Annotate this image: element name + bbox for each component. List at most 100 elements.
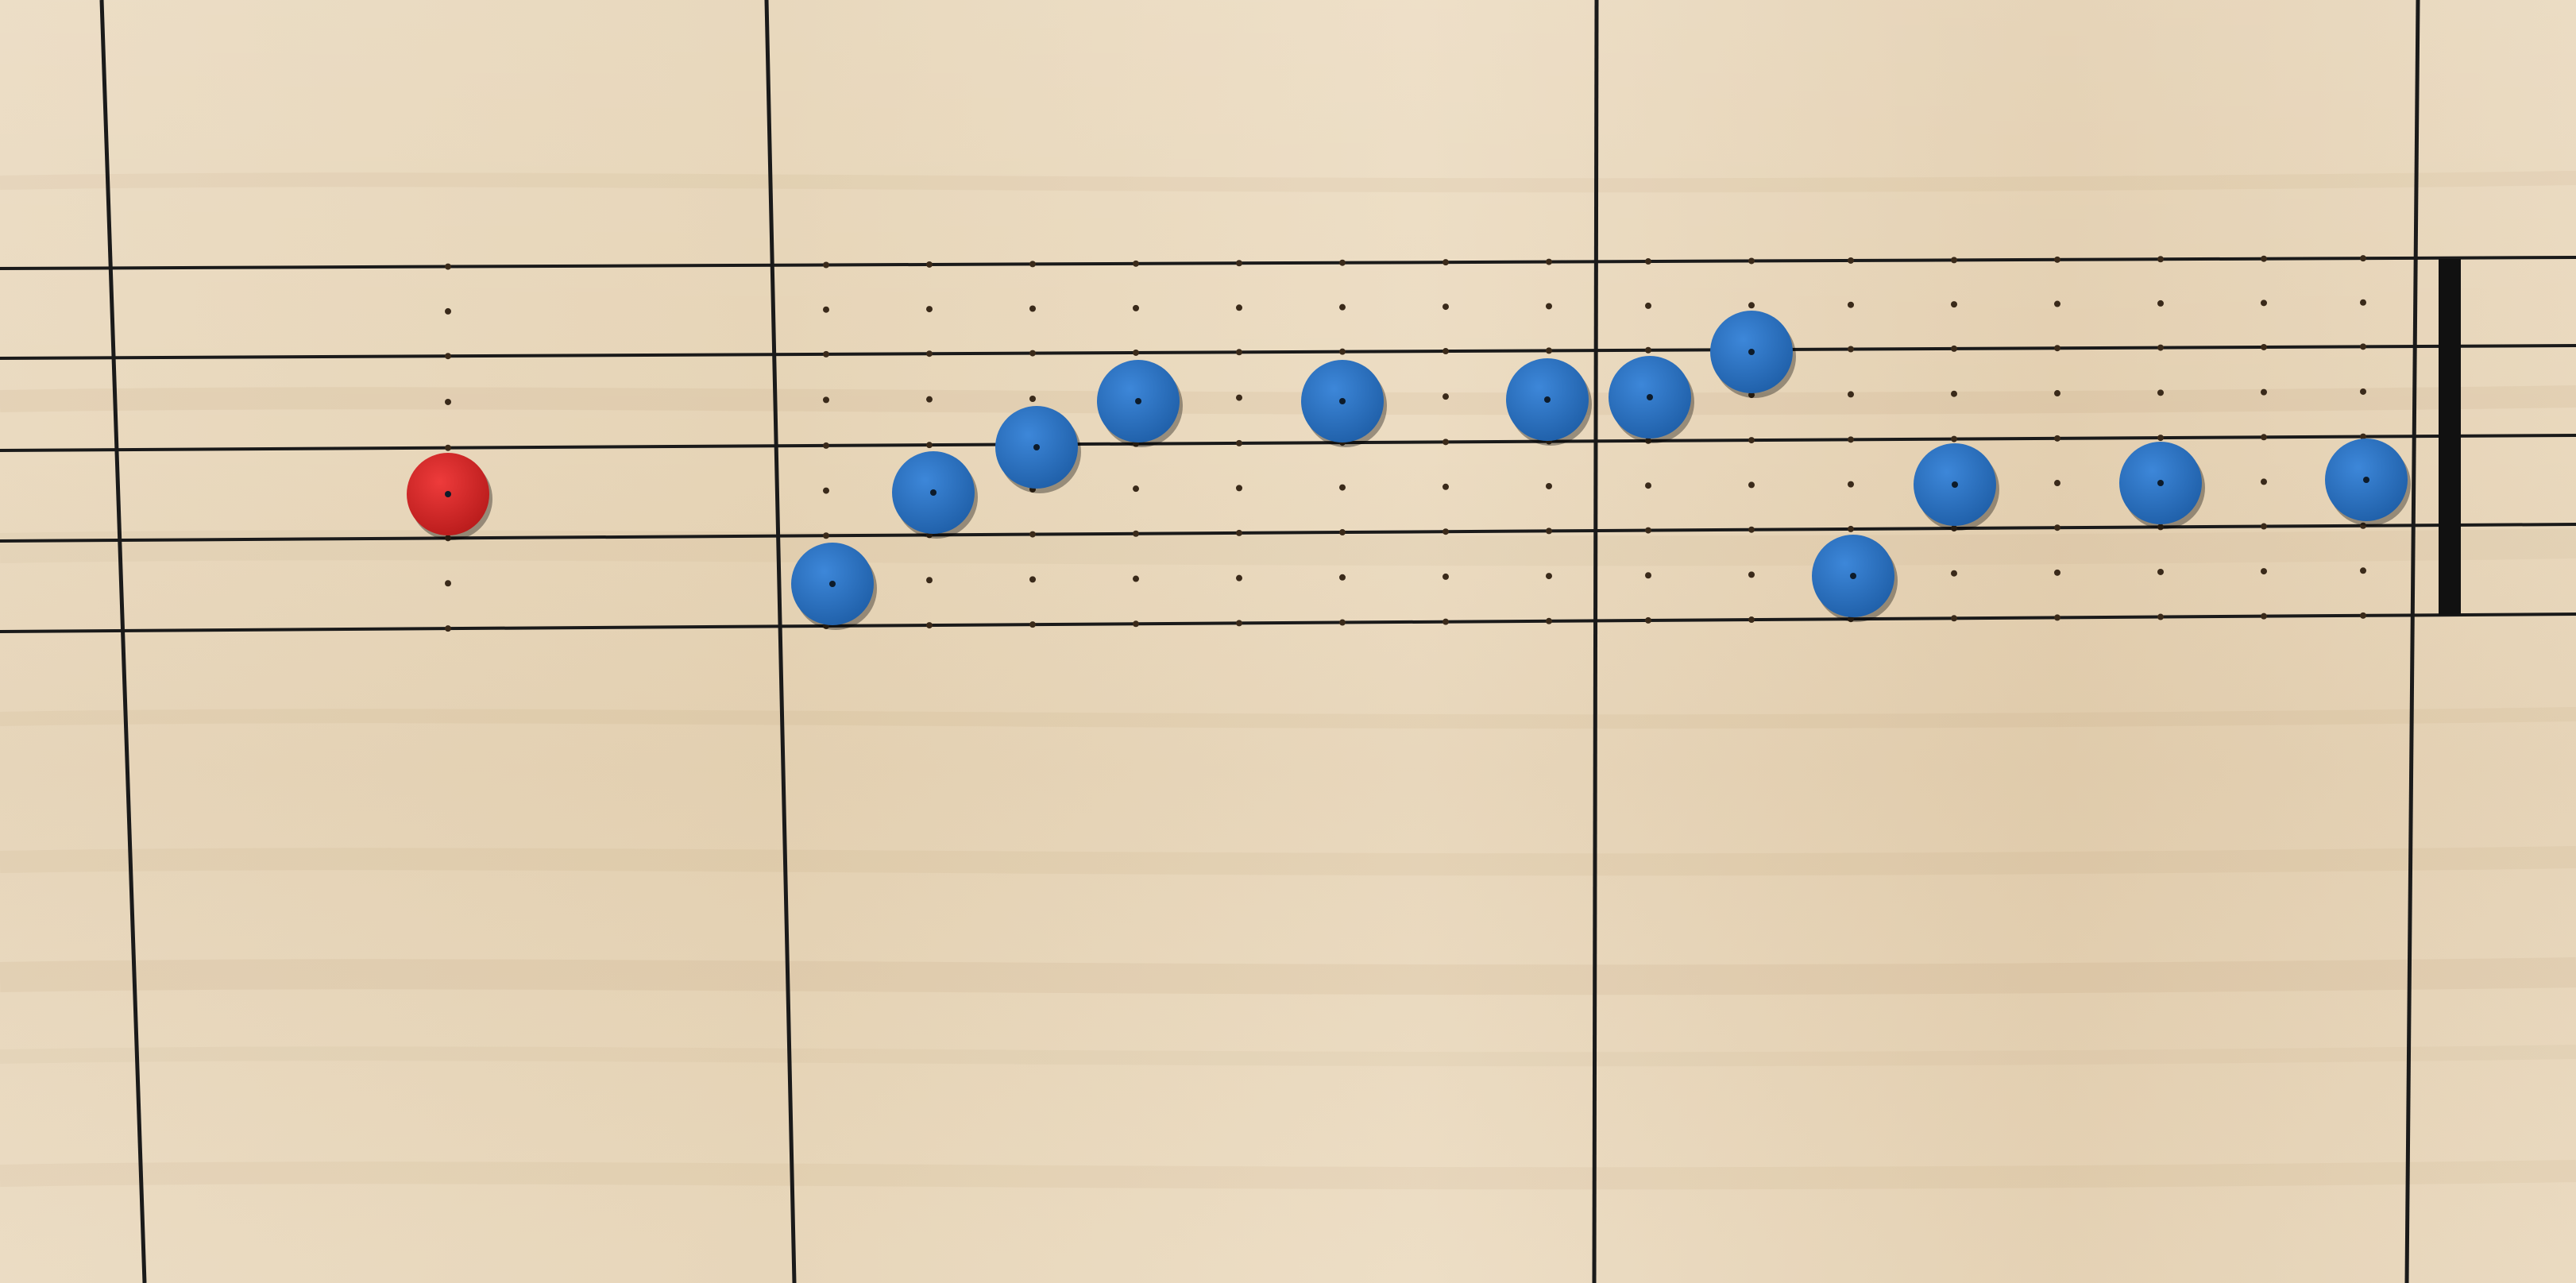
peg-hole: [1339, 529, 1346, 536]
peg-hole: [1133, 485, 1139, 493]
peg-hole: [1133, 304, 1139, 311]
peg-hole: [1951, 615, 1957, 622]
peg-hole: [1951, 345, 1957, 352]
peg-center-hole: [1544, 396, 1551, 403]
peg-hole: [2157, 256, 2164, 263]
peg-hole: [1339, 574, 1346, 581]
peg-hole: [2360, 299, 2366, 306]
blue-peg-8: [1710, 311, 1796, 398]
blue-peg-10: [1914, 443, 1999, 531]
peg-hole: [1029, 621, 1036, 628]
peg-hole: [2157, 568, 2164, 575]
peg-hole: [1951, 435, 1957, 442]
peg-hole: [1236, 394, 1242, 401]
peg-hole: [2157, 435, 2164, 442]
peg-hole: [1645, 346, 1651, 354]
peg-hole: [2054, 435, 2060, 442]
peg-hole: [823, 350, 829, 357]
bar-line-4: [2404, 0, 2420, 1283]
staff-line-1: [0, 256, 2576, 270]
peg-hole: [823, 306, 829, 313]
peg-hole: [2054, 300, 2060, 307]
peg-hole: [1748, 302, 1755, 309]
peg-hole: [1748, 616, 1755, 624]
peg-hole: [1848, 525, 1854, 532]
peg-center-hole: [2157, 480, 2164, 486]
peg-hole: [1339, 303, 1346, 311]
peg-hole: [445, 580, 451, 587]
blue-peg-7: [1609, 356, 1694, 443]
peg-hole: [823, 487, 829, 494]
peg-hole: [1236, 349, 1242, 356]
blue-peg-6: [1506, 358, 1592, 446]
peg-hole: [1645, 616, 1651, 624]
staff-line-3: [0, 434, 2576, 452]
peg-hole: [1848, 301, 1854, 308]
peg-hole: [1748, 571, 1755, 578]
peg-hole: [1442, 483, 1449, 490]
peg-hole: [2261, 388, 2267, 396]
peg-hole: [2360, 388, 2366, 395]
peg-hole: [1029, 576, 1036, 583]
peg-hole: [2054, 256, 2060, 263]
peg-hole: [1442, 259, 1449, 266]
peg-hole: [445, 625, 451, 632]
peg-hole: [445, 353, 451, 360]
peg-hole: [823, 261, 829, 269]
peg-hole: [1848, 346, 1854, 353]
peg-hole: [926, 350, 933, 357]
peg-hole: [926, 396, 933, 403]
peg-hole: [1339, 484, 1346, 491]
peg-hole: [1645, 482, 1651, 489]
peg-hole: [1029, 395, 1036, 402]
peg-hole: [1645, 302, 1651, 309]
peg-hole: [1236, 485, 1242, 492]
staff-lines: [0, 256, 2576, 633]
peg-hole: [2261, 478, 2267, 485]
staff-line-2: [0, 344, 2576, 360]
peg-hole: [1645, 572, 1651, 579]
peg-center-hole: [1850, 573, 1856, 579]
peg-hole: [2054, 345, 2060, 352]
peg-hole: [2157, 299, 2164, 307]
staff-line-4: [0, 523, 2576, 543]
peg-center-hole: [2363, 477, 2369, 483]
peg-hole: [1442, 393, 1449, 400]
peg-hole: [2157, 524, 2164, 531]
peg-hole: [1442, 618, 1449, 625]
peg-hole: [1236, 439, 1242, 446]
peg-hole: [1029, 350, 1036, 357]
peg-hole: [926, 442, 933, 449]
peg-hole: [2261, 434, 2267, 441]
peg-hole: [926, 577, 933, 584]
grain-streak: [0, 528, 2576, 566]
peg-hole: [2054, 614, 2060, 621]
peg-hole: [1339, 259, 1346, 266]
peg-hole: [1236, 620, 1242, 627]
peg-hole: [1546, 527, 1552, 535]
bar-line-2: [764, 0, 797, 1283]
peg-hole: [2360, 343, 2366, 350]
peg-hole: [1645, 527, 1651, 534]
peg-hole: [1848, 481, 1854, 488]
peg-hole: [445, 263, 451, 270]
peg-hole: [445, 535, 451, 542]
peg-hole: [823, 532, 829, 539]
peg-hole: [1133, 575, 1139, 582]
blue-peg-2: [892, 451, 978, 539]
peg-hole: [1951, 570, 1957, 577]
peg-hole: [1236, 260, 1242, 267]
staff-line-5: [0, 613, 2576, 633]
peg-hole: [1645, 437, 1651, 444]
peg-hole: [2054, 390, 2060, 397]
peg-hole: [1236, 529, 1242, 536]
peg-hole: [2157, 389, 2164, 396]
blue-peg-9: [1812, 535, 1898, 622]
peg-hole: [2360, 567, 2366, 574]
peg-center-hole: [1748, 349, 1755, 355]
peg-hole: [1748, 392, 1755, 399]
peg-hole: [2261, 343, 2267, 350]
peg-hole: [1546, 258, 1552, 265]
peg-hole: [1951, 301, 1957, 308]
peg-hole: [1236, 574, 1242, 582]
